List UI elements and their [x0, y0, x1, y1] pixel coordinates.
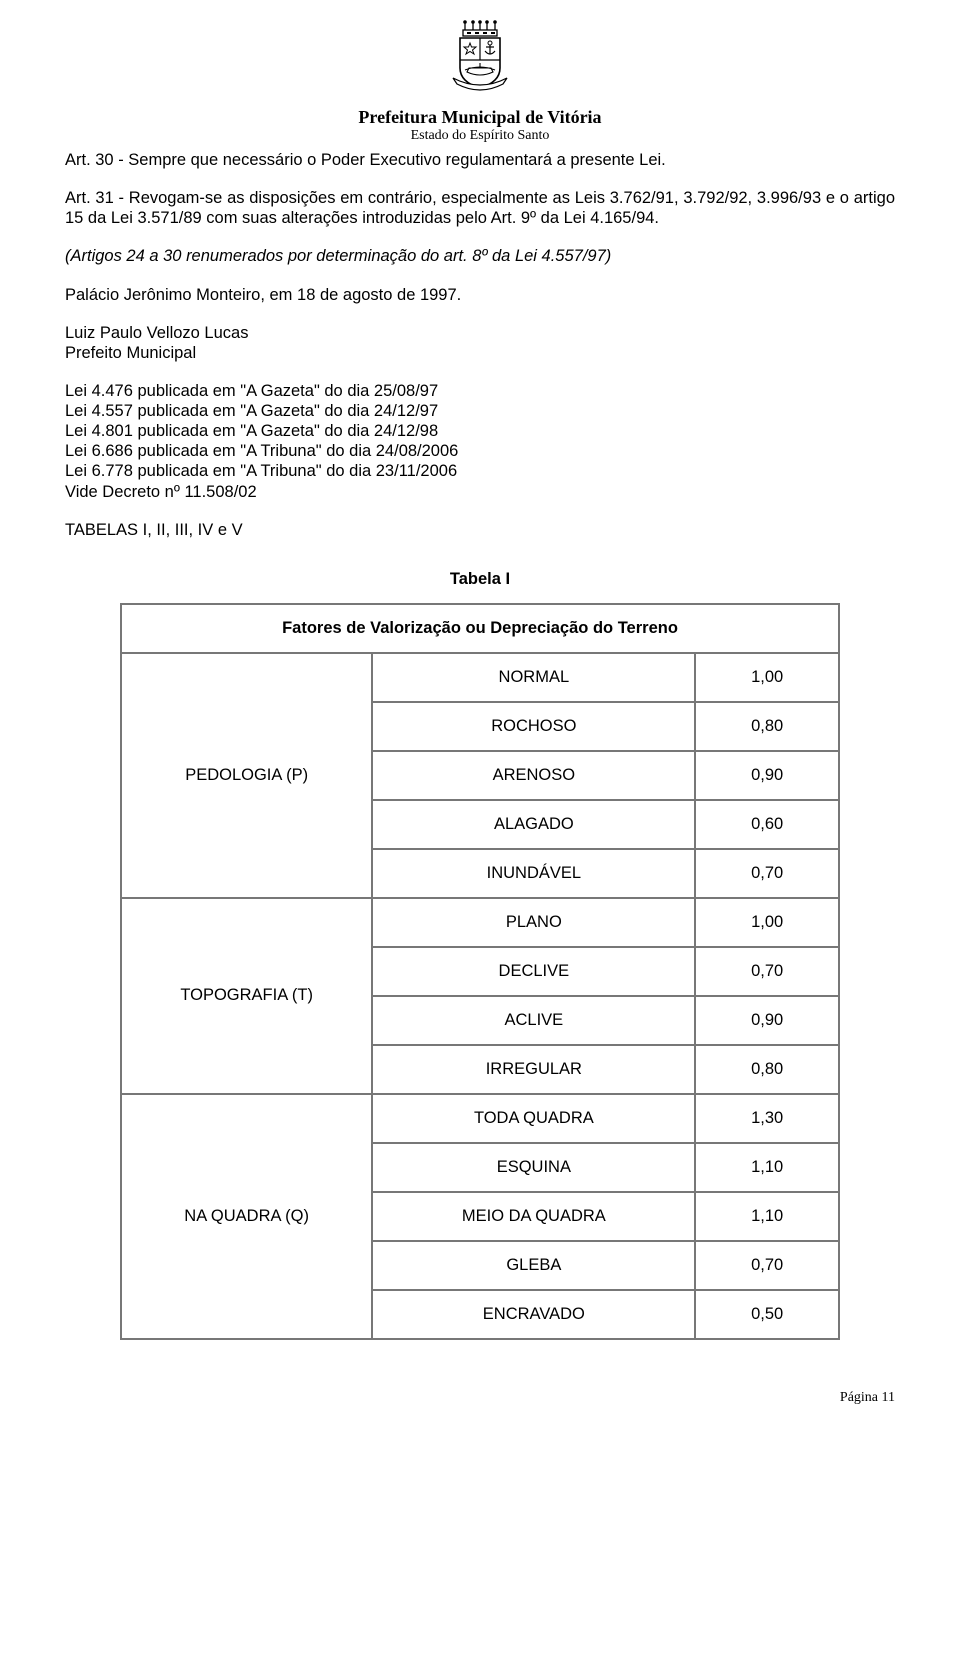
signature-title: Prefeito Municipal — [65, 343, 895, 363]
group-label: NA QUADRA (Q) — [121, 1094, 372, 1339]
header-state-name: Estado do Espírito Santo — [65, 128, 895, 144]
table-header: Fatores de Valorização ou Depreciação do… — [121, 604, 839, 653]
factor-value: 0,50 — [695, 1290, 839, 1339]
factor-name: ALAGADO — [372, 800, 695, 849]
factor-value: 0,60 — [695, 800, 839, 849]
publication-line: Lei 4.476 publicada em "A Gazeta" do dia… — [65, 381, 895, 401]
factor-name: MEIO DA QUADRA — [372, 1192, 695, 1241]
publication-line: Lei 4.557 publicada em "A Gazeta" do dia… — [65, 401, 895, 421]
publication-line: Lei 4.801 publicada em "A Gazeta" do dia… — [65, 421, 895, 441]
factor-value: 1,30 — [695, 1094, 839, 1143]
table-row: NA QUADRA (Q)TODA QUADRA1,30 — [121, 1094, 839, 1143]
factor-name: IRREGULAR — [372, 1045, 695, 1094]
table-title: Tabela I — [65, 570, 895, 589]
table-header-row: Fatores de Valorização ou Depreciação do… — [121, 604, 839, 653]
factor-value: 0,70 — [695, 1241, 839, 1290]
factor-name: PLANO — [372, 898, 695, 947]
factor-value: 0,70 — [695, 849, 839, 898]
factor-value: 1,00 — [695, 653, 839, 702]
art30-paragraph: Art. 30 - Sempre que necessário o Poder … — [65, 150, 895, 170]
factor-name: INUNDÁVEL — [372, 849, 695, 898]
factor-value: 0,90 — [695, 751, 839, 800]
group-label: TOPOGRAFIA (T) — [121, 898, 372, 1094]
table-row: PEDOLOGIA (P)NORMAL1,00 — [121, 653, 839, 702]
art31-paragraph: Art. 31 - Revogam-se as disposições em c… — [65, 188, 895, 228]
factor-name: GLEBA — [372, 1241, 695, 1290]
factor-value: 1,00 — [695, 898, 839, 947]
page: Prefeitura Municipal de Vitória Estado d… — [0, 0, 960, 1426]
factor-name: ENCRAVADO — [372, 1290, 695, 1339]
factor-value: 0,70 — [695, 947, 839, 996]
factors-table: Fatores de Valorização ou Depreciação do… — [120, 603, 840, 1340]
publication-line: Lei 6.686 publicada em "A Tribuna" do di… — [65, 441, 895, 461]
tables-list: TABELAS I, II, III, IV e V — [65, 520, 895, 540]
factor-name: ESQUINA — [372, 1143, 695, 1192]
factor-value: 0,90 — [695, 996, 839, 1045]
crest-icon — [445, 20, 515, 92]
coat-of-arms — [65, 20, 895, 97]
factor-value: 1,10 — [695, 1143, 839, 1192]
page-number: Página 11 — [65, 1390, 895, 1406]
table-container: Fatores de Valorização ou Depreciação do… — [120, 603, 840, 1340]
signature-name: Luiz Paulo Vellozo Lucas — [65, 323, 895, 343]
factor-value: 0,80 — [695, 1045, 839, 1094]
factor-name: NORMAL — [372, 653, 695, 702]
palace-date: Palácio Jerônimo Monteiro, em 18 de agos… — [65, 285, 895, 305]
document-body: Art. 30 - Sempre que necessário o Poder … — [65, 150, 895, 540]
factor-name: TODA QUADRA — [372, 1094, 695, 1143]
header-org-name: Prefeitura Municipal de Vitória — [65, 107, 895, 128]
factor-value: 0,80 — [695, 702, 839, 751]
factor-name: ACLIVE — [372, 996, 695, 1045]
publication-line: Lei 6.778 publicada em "A Tribuna" do di… — [65, 461, 895, 481]
factor-name: ROCHOSO — [372, 702, 695, 751]
renumbering-note: (Artigos 24 a 30 renumerados por determi… — [65, 246, 895, 266]
factor-name: ARENOSO — [372, 751, 695, 800]
table-row: TOPOGRAFIA (T)PLANO1,00 — [121, 898, 839, 947]
factor-name: DECLIVE — [372, 947, 695, 996]
decree-reference: Vide Decreto nº 11.508/02 — [65, 482, 895, 502]
factor-value: 1,10 — [695, 1192, 839, 1241]
group-label: PEDOLOGIA (P) — [121, 653, 372, 898]
